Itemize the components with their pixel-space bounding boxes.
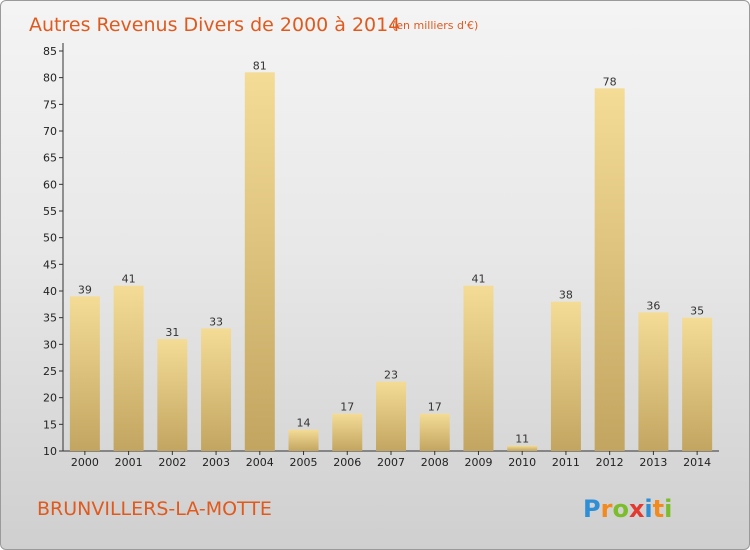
y-tick-label: 80 [43,72,57,85]
x-tick-label: 2004 [246,456,274,469]
y-tick-label: 70 [43,125,57,138]
bar [463,285,494,451]
x-tick-label: 2001 [115,456,143,469]
data-label: 31 [165,326,179,339]
x-tick-label: 2008 [421,456,449,469]
bars [69,72,713,451]
y-tick-label: 55 [43,205,57,218]
bar [594,88,625,451]
y-tick-labels: 10 15 20 25 30 35 40 45 50 55 60 65 70 75 80 85 [43,45,57,458]
logo-letter: t [653,495,664,523]
y-tick-label: 45 [43,258,57,271]
bar [332,413,363,451]
x-tick-label: 2000 [71,456,99,469]
y-tick-label: 85 [43,45,57,58]
proxiti-logo: Proxiti [583,495,672,523]
bar [376,381,406,451]
data-label: 14 [297,417,311,430]
data-label: 23 [384,369,398,382]
bar [638,312,669,451]
data-label: 17 [428,401,442,414]
y-tick-label: 20 [43,392,57,405]
y-tick-label: 25 [43,365,57,378]
data-label: 35 [690,305,704,318]
bar [288,429,319,451]
bar [550,301,581,451]
y-tick-label: 50 [43,232,57,245]
data-label: 38 [559,289,573,302]
y-tick-label: 60 [43,178,57,191]
x-tick-label: 2006 [333,456,361,469]
x-tick-label: 2002 [158,456,186,469]
bar [507,445,538,451]
data-label: 17 [340,401,354,414]
y-tick-label: 15 [43,418,57,431]
x-tick-label: 2013 [639,456,667,469]
data-label: 81 [253,59,267,72]
logo-letter: i [664,495,672,523]
y-tick-label: 10 [43,445,57,458]
bar [69,296,100,451]
x-tick-label: 2003 [202,456,230,469]
y-tick-label: 40 [43,285,57,298]
y-tick-label: 30 [43,338,57,351]
bar [113,285,144,451]
chart-unit: (en milliers d'€) [392,19,478,32]
logo-letter: i [644,495,652,523]
x-tick-labels: 2000 2001 2002 2003 2004 2005 2006 2007 2008 2009… [71,456,711,469]
bar [419,413,450,451]
bar [682,317,713,451]
logo-letter: r [601,495,613,523]
logo-letter: P [583,495,601,523]
logo-letter: x [629,495,645,523]
x-tick-label: 2007 [377,456,405,469]
x-tick-label: 2011 [552,456,580,469]
y-tick-label: 75 [43,98,57,111]
x-tick-label: 2014 [683,456,711,469]
y-tick-label: 35 [43,312,57,325]
data-label: 41 [122,273,136,286]
x-tick-label: 2009 [464,456,492,469]
data-label: 41 [471,273,485,286]
y-tick-label: 65 [43,152,57,165]
logo-letter: o [612,495,629,523]
data-label: 11 [515,433,529,446]
x-tick-label: 2012 [596,456,624,469]
data-label: 33 [209,315,223,328]
bar [157,339,188,451]
value-labels: 39 41 31 33 81 14 17 23 17 41 11 38 78 36 35 [78,59,704,445]
bar [244,72,275,451]
x-tick-label: 2005 [290,456,318,469]
x-tick-label: 2010 [508,456,536,469]
city-name: BRUNVILLERS-LA-MOTTE [37,498,272,520]
data-label: 36 [646,299,660,312]
data-label: 39 [78,283,92,296]
data-label: 78 [603,75,617,88]
bar [201,328,232,451]
chart-title: Autres Revenus Divers de 2000 à 2014 [29,14,400,36]
